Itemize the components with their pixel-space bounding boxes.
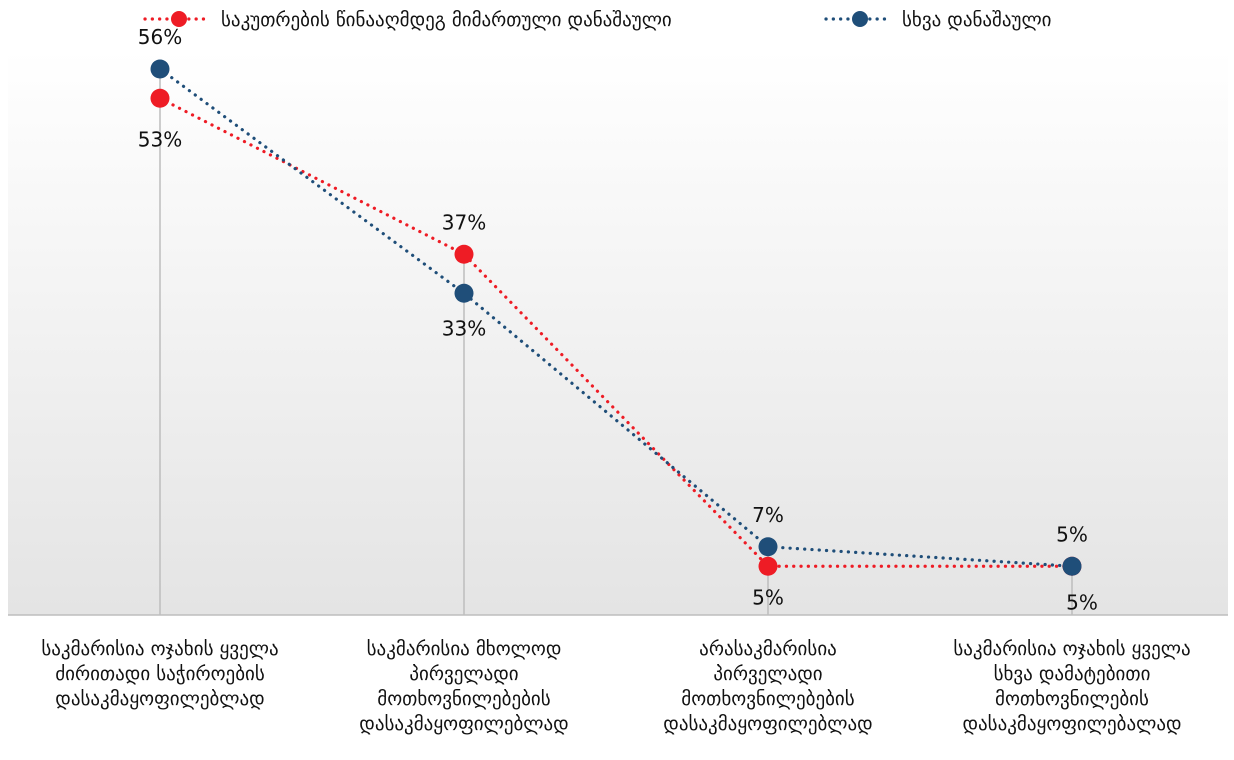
series-2-label-1: 56% — [138, 25, 182, 49]
series-1-point-1 — [150, 88, 170, 108]
legend: საკუთრების წინააღმდეგ მიმართული დანაშაულ… — [143, 9, 1052, 31]
series-layer — [150, 59, 1082, 576]
legend-label-1: საკუთრების წინააღმდეგ მიმართული დანაშაულ… — [221, 9, 672, 31]
extra-label-1: 5% — [1066, 590, 1098, 614]
series-1-point-3 — [758, 556, 778, 576]
series-1-label-1: 53% — [138, 127, 182, 151]
category-label-2: საკმარისია მხოლოდ პირველადი მოთხოვნილებე… — [359, 638, 569, 735]
series-1-label-2: 37% — [442, 210, 486, 234]
series-2-point-3 — [758, 537, 778, 557]
data-labels: 53% 37% 5% 56% 33% 7% 5% 5% — [138, 25, 1098, 614]
series-2-line — [158, 67, 1074, 568]
category-label-1: საკმარისია ოჯახის ყველა ძირითადი საჭიროე… — [41, 638, 279, 710]
series-2-point-4 — [1062, 556, 1082, 576]
legend-swatch-marker-2 — [852, 11, 868, 27]
series-1-label-3: 5% — [752, 585, 784, 609]
series-2-label-3: 7% — [752, 503, 784, 527]
legend-swatch-marker-1 — [171, 11, 187, 27]
legend-label-2: სხვა დანაშაული — [902, 9, 1052, 31]
series-2-point-1 — [150, 59, 170, 79]
plot-background — [8, 50, 1228, 615]
series-1-point-2 — [454, 244, 474, 264]
series-2-label-4: 5% — [1056, 522, 1088, 546]
category-label-4: საკმარისია ოჯახის ყველა სხვა დამატებითი … — [953, 638, 1191, 735]
category-label-3: არასაკმარისია პირველადი მოთხოვნილებების … — [663, 638, 873, 735]
series-2-label-2: 33% — [442, 316, 486, 340]
series-2-point-2 — [454, 283, 474, 303]
